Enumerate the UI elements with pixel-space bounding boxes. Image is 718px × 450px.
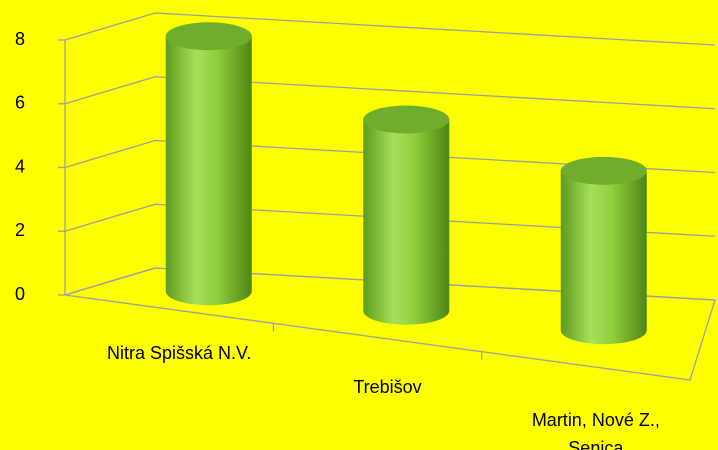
cylinder-body — [363, 119, 450, 325]
grid-line — [64, 267, 716, 301]
cylinder-top — [560, 156, 647, 185]
grid-line — [64, 203, 716, 237]
y-tick-label: 8 — [15, 29, 25, 49]
cylinder-top — [363, 105, 450, 134]
y-tick-label: 4 — [15, 156, 25, 176]
grid-line — [64, 12, 716, 46]
grid-line — [64, 139, 716, 174]
x-tick-label: Nitra Spišská N.V. — [106, 343, 252, 364]
cylinder-body — [560, 170, 647, 345]
grid-line — [64, 76, 716, 110]
cylinder-top — [165, 22, 252, 51]
x-tick-label: Martin, Nové Z., Senica — [531, 409, 660, 450]
cylinder-body — [165, 36, 252, 306]
y-tick-label: 6 — [15, 93, 25, 113]
y-tick-label: 0 — [15, 284, 25, 304]
y-tick-label: 2 — [15, 220, 25, 240]
x-tick-label: Trebišov — [353, 376, 422, 397]
